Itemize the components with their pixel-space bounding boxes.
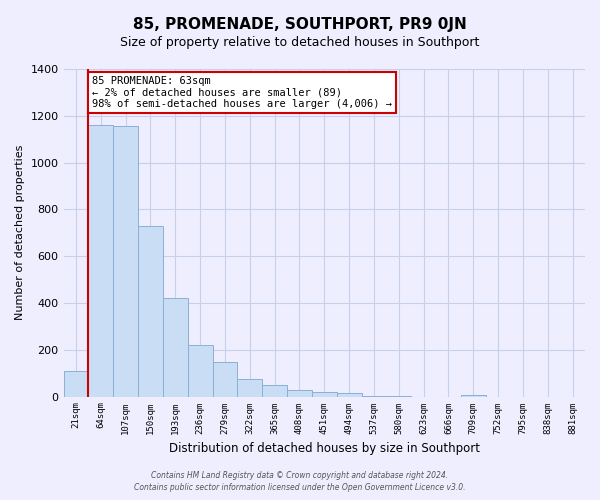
Bar xyxy=(64,371,88,396)
Y-axis label: Number of detached properties: Number of detached properties xyxy=(15,145,25,320)
Text: 85 PROMENADE: 63sqm
← 2% of detached houses are smaller (89)
98% of semi-detache: 85 PROMENADE: 63sqm ← 2% of detached hou… xyxy=(92,76,392,109)
Text: Size of property relative to detached houses in Southport: Size of property relative to detached ho… xyxy=(121,36,479,49)
Bar xyxy=(163,298,188,396)
Bar xyxy=(88,125,113,396)
Bar xyxy=(188,345,212,397)
Bar xyxy=(113,126,138,396)
Bar xyxy=(287,390,312,396)
X-axis label: Distribution of detached houses by size in Southport: Distribution of detached houses by size … xyxy=(169,442,480,455)
Bar xyxy=(212,362,238,396)
Text: 85, PROMENADE, SOUTHPORT, PR9 0JN: 85, PROMENADE, SOUTHPORT, PR9 0JN xyxy=(133,18,467,32)
Bar xyxy=(337,393,362,396)
Bar xyxy=(262,385,287,396)
Bar xyxy=(138,226,163,396)
Bar xyxy=(312,392,337,396)
Bar xyxy=(238,379,262,396)
Text: Contains HM Land Registry data © Crown copyright and database right 2024.
Contai: Contains HM Land Registry data © Crown c… xyxy=(134,471,466,492)
